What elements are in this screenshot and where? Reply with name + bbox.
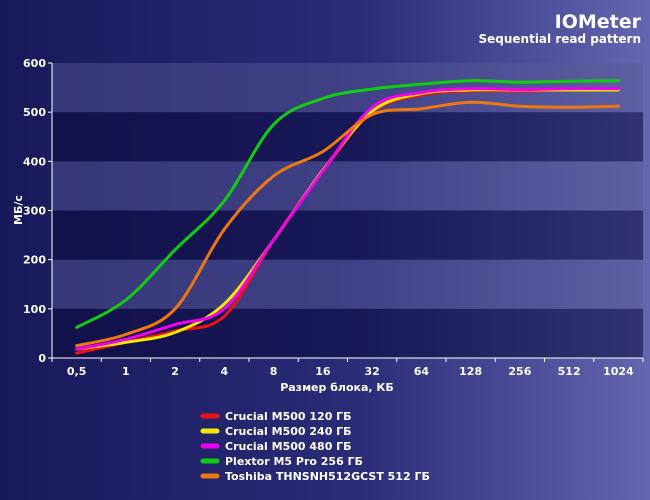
- plot-band: [52, 308, 643, 358]
- x-tick-label: 0,5: [67, 365, 87, 378]
- x-tick-label: 2: [171, 365, 179, 378]
- chart-subtitle: Sequential read pattern: [478, 32, 641, 46]
- x-axis-label: Размер блока, КБ: [280, 381, 394, 394]
- y-tick-label: 500: [23, 106, 46, 119]
- legend-label: Crucial M500 240 ГБ: [225, 425, 352, 438]
- x-tick-label: 1024: [603, 365, 634, 378]
- x-tick-label: 4: [221, 365, 229, 378]
- x-tick-label: 128: [459, 365, 482, 378]
- y-tick-label: 600: [23, 57, 46, 70]
- legend-label: Crucial M500 480 ГБ: [225, 440, 352, 453]
- y-tick-label: 200: [23, 254, 46, 267]
- y-tick-label: 400: [23, 155, 46, 168]
- series-line-5: [75, 100, 620, 348]
- series-line-4: [75, 79, 620, 329]
- x-tick-label: 32: [364, 365, 379, 378]
- y-axis-label: МБ/с: [12, 195, 25, 225]
- x-tick-label: 64: [414, 365, 430, 378]
- y-tick-label: 100: [23, 303, 46, 316]
- plot-band: [52, 259, 643, 309]
- chart-title: IOMeter: [555, 11, 642, 33]
- plot-band: [52, 161, 643, 211]
- x-tick-labels: 0,5 1 2 4 8 16 32 64 128 256 512 1024: [67, 365, 634, 378]
- legend-label: Toshiba THNSNH512GCST 512 ГБ: [225, 470, 430, 483]
- series-line-3: [75, 86, 620, 351]
- legend: Crucial M500 120 ГБ Crucial M500 240 ГБ Cr…: [200, 410, 430, 483]
- y-tick-labels: 0 100 200 300 400 500 600: [23, 57, 46, 365]
- axes: [48, 62, 644, 362]
- x-tick-label: 8: [270, 365, 278, 378]
- x-tick-label: 256: [508, 365, 531, 378]
- x-tick-label: 1: [122, 365, 130, 378]
- y-tick-label: 300: [23, 205, 46, 218]
- x-tick-label: 16: [315, 365, 331, 378]
- plot-band: [52, 210, 643, 260]
- plot-band: [52, 63, 643, 113]
- series-lines: [75, 79, 620, 355]
- y-tick-label: 0: [38, 352, 46, 365]
- legend-label: Plextor M5 Pro 256 ГБ: [225, 455, 363, 468]
- x-tick-label: 512: [558, 365, 581, 378]
- legend-label: Crucial M500 120 ГБ: [225, 410, 352, 423]
